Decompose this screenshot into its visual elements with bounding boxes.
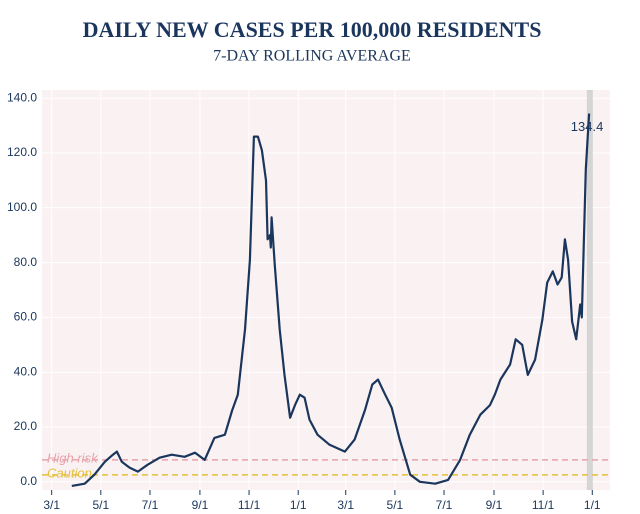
x-tick-label: 9/1 (192, 498, 209, 512)
y-tick-label: 80.0 (14, 255, 38, 269)
x-tick-label: 11/1 (532, 498, 555, 512)
data-line (71, 113, 591, 487)
y-tick-label: 140.0 (7, 90, 37, 104)
y-tick-label: 0.0 (20, 474, 37, 488)
chart-subtitle: 7-DAY ROLLING AVERAGE (213, 48, 411, 65)
x-tick-label: 1/1 (290, 498, 307, 512)
chart-title: DAILY NEW CASES PER 100,000 RESIDENTS (83, 17, 542, 42)
x-tick-label: 5/1 (387, 498, 404, 512)
x-tick-label: 3/1 (337, 498, 354, 512)
y-tick-label: 20.0 (14, 419, 38, 433)
x-tick-label: 11/1 (238, 498, 261, 512)
y-tick-label: 60.0 (14, 310, 38, 324)
x-tick-label: 7/1 (142, 498, 159, 512)
x-tick-label: 9/1 (486, 498, 503, 512)
threshold-label: Caution (47, 465, 92, 480)
x-tick-label: 7/1 (436, 498, 453, 512)
highlight-band (586, 90, 593, 490)
y-tick-label: 120.0 (7, 145, 37, 159)
y-tick-label: 40.0 (14, 364, 38, 378)
y-tick-label: 100.0 (7, 200, 37, 214)
threshold-label: High risk (47, 450, 99, 465)
last-value-label: 134.4 (571, 119, 604, 134)
x-tick-label: 1/1 (584, 498, 601, 512)
x-tick-label: 5/1 (92, 498, 109, 512)
plot-area (42, 90, 610, 490)
x-tick-label: 3/1 (43, 498, 60, 512)
